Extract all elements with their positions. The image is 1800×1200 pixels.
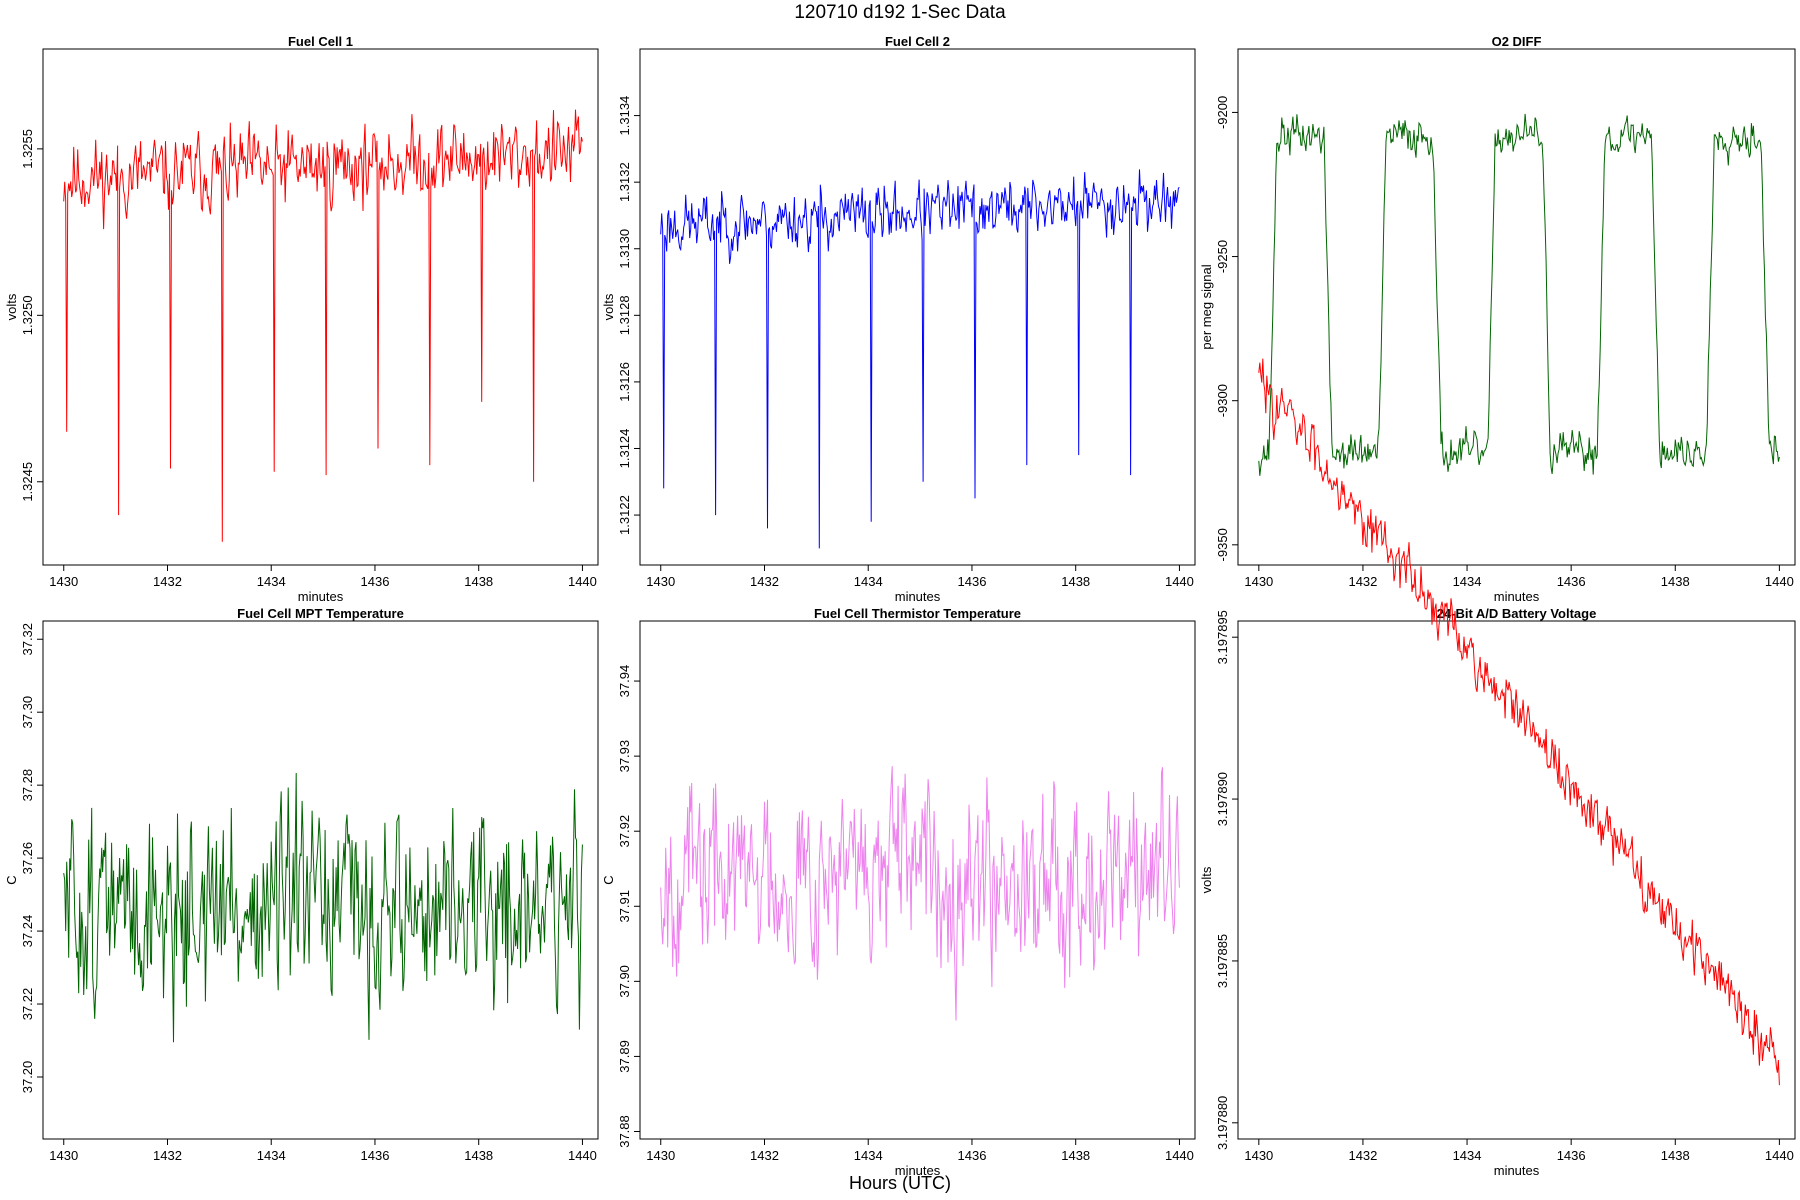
y-tick-label: 37.88 <box>617 1115 632 1148</box>
y-axis-label: volts <box>1199 866 1214 893</box>
x-tick-label: 1438 <box>464 574 493 589</box>
x-tick-label: 1440 <box>1765 1148 1794 1163</box>
x-tick-label: 1434 <box>1453 1148 1482 1163</box>
panel-title: Fuel Cell Thermistor Temperature <box>814 606 1021 621</box>
y-tick-label: 3.197885 <box>1215 934 1230 988</box>
panel-title: Fuel Cell 1 <box>288 34 353 49</box>
y-tick-label: 1.3124 <box>617 429 632 469</box>
x-tick-label: 1438 <box>1061 1148 1090 1163</box>
x-tick-label: 1438 <box>1061 574 1090 589</box>
x-tick-label: 1430 <box>1244 574 1273 589</box>
x-axis-label: minutes <box>895 589 941 604</box>
y-tick-label: -9350 <box>1215 528 1230 561</box>
x-tick-label: 1436 <box>958 574 987 589</box>
data-series-line <box>1258 113 1780 476</box>
x-axis-label: minutes <box>1494 1163 1540 1178</box>
x-tick-label: 1436 <box>958 1148 987 1163</box>
x-tick-label: 1432 <box>153 574 182 589</box>
x-tick-label: 1434 <box>257 1148 286 1163</box>
plot-frame <box>42 48 599 566</box>
panel-title: Fuel Cell MPT Temperature <box>237 606 404 621</box>
y-axis-label: per meg signal <box>1199 264 1214 349</box>
x-tick-label: 1430 <box>49 1148 78 1163</box>
x-tick-label: 1440 <box>568 1148 597 1163</box>
y-tick-label: 1.3245 <box>20 462 35 502</box>
y-tick-label: 3.197880 <box>1215 1096 1230 1150</box>
x-tick-label: 1432 <box>750 1148 779 1163</box>
y-tick-label: 37.24 <box>20 915 35 948</box>
figure-x-label: Hours (UTC) <box>849 1173 951 1193</box>
y-tick-label: 1.3255 <box>20 129 35 169</box>
y-tick-label: 37.94 <box>617 665 632 698</box>
y-tick-label: 37.30 <box>20 696 35 729</box>
x-tick-label: 1440 <box>1165 574 1194 589</box>
panel-title: Fuel Cell 2 <box>885 34 950 49</box>
y-tick-label: 37.22 <box>20 988 35 1021</box>
data-series-line <box>660 169 1180 549</box>
data-series-line <box>1258 358 1780 1086</box>
y-tick-label: 1.3126 <box>617 362 632 402</box>
panel-title: O2 DIFF <box>1492 34 1542 49</box>
x-tick-label: 1432 <box>750 574 779 589</box>
x-tick-label: 1440 <box>1165 1148 1194 1163</box>
x-tick-label: 1432 <box>1348 1148 1377 1163</box>
x-tick-label: 1440 <box>1765 574 1794 589</box>
y-tick-label: 37.26 <box>20 842 35 875</box>
y-tick-label: -9200 <box>1215 96 1230 129</box>
x-tick-label: 1438 <box>1661 574 1690 589</box>
y-axis-label: C <box>601 875 616 884</box>
x-tick-label: 1434 <box>854 1148 883 1163</box>
x-tick-label: 1430 <box>49 574 78 589</box>
panel-title: 24-Bit A/D Battery Voltage <box>1437 606 1597 621</box>
x-tick-label: 1436 <box>361 574 390 589</box>
y-tick-label: -9300 <box>1215 384 1230 417</box>
figure-title: 120710 d192 1-Sec Data <box>794 2 1006 23</box>
data-series-line <box>63 772 583 1043</box>
y-tick-label: 1.3250 <box>20 295 35 335</box>
data-series-line <box>660 766 1180 1021</box>
x-tick-label: 1432 <box>1348 574 1377 589</box>
x-tick-label: 1430 <box>1244 1148 1273 1163</box>
x-tick-label: 1436 <box>361 1148 390 1163</box>
x-axis-label: minutes <box>298 589 344 604</box>
y-tick-label: 37.89 <box>617 1040 632 1073</box>
x-tick-label: 1432 <box>153 1148 182 1163</box>
x-tick-label: 1436 <box>1557 1148 1586 1163</box>
x-tick-label: 1430 <box>646 574 675 589</box>
y-tick-label: 37.28 <box>20 769 35 802</box>
x-tick-label: 1434 <box>854 574 883 589</box>
x-tick-label: 1438 <box>1661 1148 1690 1163</box>
x-tick-label: 1434 <box>257 574 286 589</box>
y-tick-label: 1.3132 <box>617 162 632 202</box>
y-tick-label: 1.3134 <box>617 96 632 136</box>
x-axis-label: minutes <box>1494 589 1540 604</box>
x-tick-label: 1436 <box>1557 574 1586 589</box>
data-series-line <box>63 109 583 542</box>
y-tick-label: 37.91 <box>617 890 632 923</box>
y-tick-label: 37.90 <box>617 965 632 998</box>
y-tick-label: 37.93 <box>617 740 632 773</box>
y-tick-label: 1.3128 <box>617 295 632 335</box>
x-tick-label: 1434 <box>1453 574 1482 589</box>
y-tick-label: 1.3122 <box>617 495 632 535</box>
y-tick-label: 3.197890 <box>1215 772 1230 826</box>
y-tick-label: 37.92 <box>617 815 632 848</box>
x-tick-label: 1440 <box>568 574 597 589</box>
y-tick-label: 1.3130 <box>617 229 632 269</box>
y-tick-label: 37.32 <box>20 623 35 656</box>
x-tick-label: 1438 <box>464 1148 493 1163</box>
x-axis-label: minutes <box>895 1163 941 1178</box>
y-tick-label: 37.20 <box>20 1061 35 1094</box>
y-tick-label: -9250 <box>1215 240 1230 273</box>
x-tick-label: 1430 <box>646 1148 675 1163</box>
y-axis-label: volts <box>4 293 19 320</box>
y-axis-label: volts <box>601 293 616 320</box>
y-tick-label: 3.197895 <box>1215 610 1230 664</box>
plot-frame <box>639 48 1196 566</box>
y-axis-label: C <box>4 875 19 884</box>
